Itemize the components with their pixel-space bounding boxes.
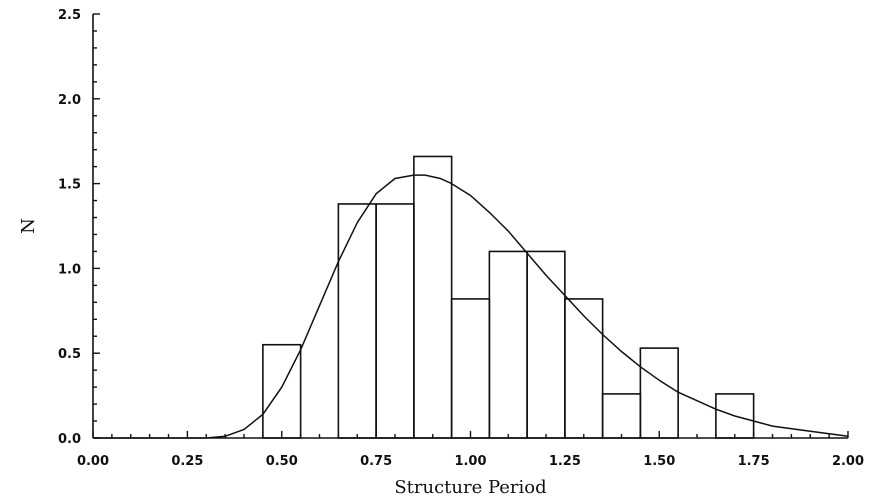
histogram-bar-2 [375, 203, 415, 439]
histogram-bar-0 [262, 343, 302, 439]
histogram-bar-1 [337, 203, 377, 439]
x-tick-label: 0.50 [266, 454, 298, 469]
x-tick-label: 1.50 [643, 454, 675, 469]
x-axis-ticks: 0.00 0.25 0.50 0.75 1.00 1.25 1.50 1.75 2.00 [77, 431, 864, 469]
histogram-bar-4 [450, 298, 491, 439]
y-tick-label: 1.5 [58, 178, 81, 193]
y-axis-title: N [18, 218, 39, 234]
histogram-bar-5 [488, 250, 528, 439]
histogram-bar-3 [413, 155, 453, 439]
y-axis-ticks: 0.0 0.5 1.0 1.5 2.0 2.5 [58, 8, 100, 447]
x-tick-label: 0.00 [77, 454, 109, 469]
histogram-bar-7 [564, 298, 604, 439]
x-tick-label: 1.25 [549, 454, 581, 469]
y-tick-label: 0.5 [58, 347, 81, 362]
x-tick-label: 2.00 [832, 454, 864, 469]
y-tick-label: 2.0 [58, 93, 81, 108]
histogram-bar-6 [526, 250, 566, 439]
y-tick-label: 2.5 [58, 8, 81, 23]
x-axis-title: Structure Period [394, 477, 546, 498]
y-tick-label: 0.0 [58, 432, 81, 447]
histogram-bars [262, 155, 755, 439]
x-tick-label: 1.00 [454, 454, 486, 469]
x-tick-label: 0.25 [171, 454, 203, 469]
x-tick-label: 1.75 [738, 454, 770, 469]
fitted-curve [93, 174, 849, 439]
y-tick-label: 1.0 [58, 262, 81, 277]
histogram-bar-9 [639, 347, 679, 439]
histogram-bar-8 [601, 393, 642, 439]
x-tick-label: 0.75 [360, 454, 392, 469]
